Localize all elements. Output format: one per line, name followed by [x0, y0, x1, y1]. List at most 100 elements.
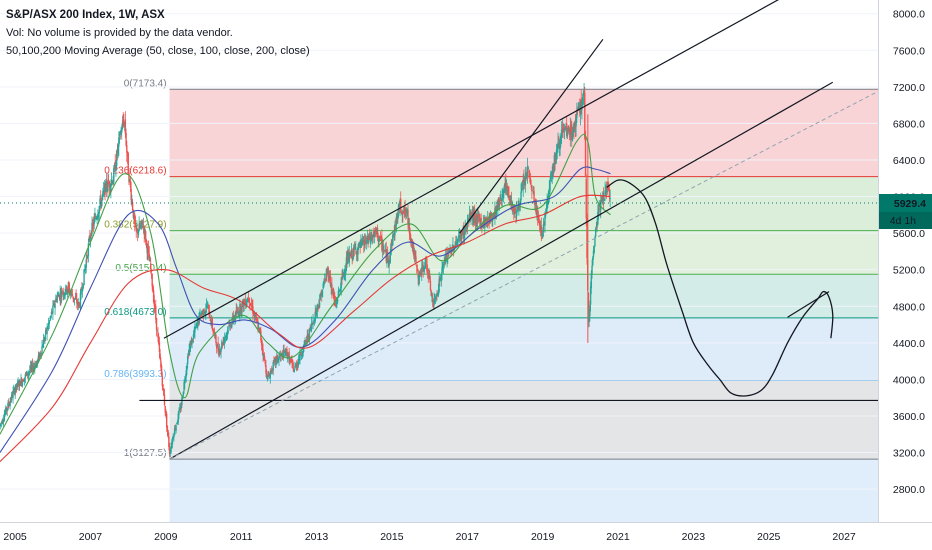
candle-body: [510, 200, 513, 206]
candle-body: [373, 234, 375, 237]
candle-body: [197, 318, 200, 323]
candle-body: [90, 232, 93, 237]
candle-body: [72, 296, 74, 299]
candle-body: [429, 280, 432, 291]
candle-body: [234, 311, 237, 321]
candle-body: [122, 120, 124, 123]
candle-body: [363, 240, 365, 245]
candle-body: [603, 198, 606, 201]
candle-body: [477, 213, 479, 218]
candle-body: [489, 212, 492, 216]
candle-body: [344, 272, 346, 274]
candle-body: [336, 301, 338, 302]
candle-body: [389, 255, 391, 262]
candle-body: [456, 239, 458, 245]
candle-body: [479, 214, 481, 222]
candle-body: [265, 365, 267, 374]
candle-body: [324, 278, 327, 281]
candle-body: [61, 292, 64, 295]
candle-body: [93, 218, 95, 225]
price-axis-bg: [878, 0, 932, 550]
candle-body: [434, 299, 436, 301]
candle-body: [160, 360, 162, 368]
candle-body: [605, 188, 607, 191]
candle-body: [8, 404, 11, 407]
candle-body: [314, 311, 316, 322]
trendline-drawings[interactable]: [139, 0, 879, 460]
candle-body: [73, 297, 75, 300]
volume-legend[interactable]: Vol: No volume is provided by the data v…: [6, 27, 233, 39]
candle-body: [301, 354, 303, 357]
candle-body: [355, 250, 358, 255]
fib-band: [169, 274, 879, 318]
candle-body: [144, 230, 146, 233]
candle-body: [163, 394, 166, 406]
last-price-label: 5929.4: [894, 198, 926, 210]
candle-body: [534, 202, 536, 205]
candle-body: [114, 161, 116, 171]
candle-body: [112, 181, 114, 185]
candle-body: [506, 185, 508, 195]
candle-body: [452, 246, 455, 251]
candle-body: [406, 211, 408, 213]
candle-body: [320, 293, 322, 295]
candle-body: [336, 299, 339, 302]
candle-body: [257, 324, 259, 331]
candle-body: [521, 189, 523, 191]
candle-body: [354, 248, 356, 250]
candle-body: [44, 330, 47, 335]
candle-body: [97, 215, 99, 218]
candle-body: [239, 304, 241, 315]
fibonacci-retracement[interactable]: 0(7173.4)0.236(6218.6)0.382(5627.9)0.5(5…: [104, 78, 879, 522]
candle-body: [455, 242, 458, 245]
moving-average-legend[interactable]: 50,100,200 Moving Average (50, close, 10…: [6, 45, 310, 57]
candle-body: [22, 379, 24, 382]
candle-body: [210, 320, 212, 325]
candle-body: [323, 279, 326, 284]
candle-body: [517, 208, 519, 209]
candle-body: [285, 349, 287, 351]
candle-body: [463, 228, 465, 238]
candle-body: [522, 181, 524, 190]
candle-body: [292, 367, 295, 372]
candle-body: [264, 360, 266, 364]
candle-body: [236, 310, 238, 314]
candle-body: [552, 163, 554, 174]
candle-body: [170, 446, 172, 453]
candle-body: [26, 371, 28, 376]
candle-body: [311, 323, 314, 325]
candle-body: [83, 269, 85, 286]
candle-body: [71, 291, 73, 293]
candle-body: [595, 226, 598, 228]
candle-body: [215, 344, 218, 349]
candle-body: [410, 239, 413, 242]
candle-body: [418, 275, 420, 280]
candle-body: [183, 382, 185, 391]
candle-body: [78, 302, 80, 305]
candle-body: [146, 242, 148, 253]
candle-body: [272, 362, 274, 371]
candle-body: [19, 381, 21, 386]
candle-body: [548, 188, 550, 194]
candle-body: [419, 272, 422, 276]
candle-body: [283, 349, 285, 353]
candle-body: [523, 178, 525, 181]
candle-body: [494, 208, 496, 220]
candle-body: [208, 304, 210, 309]
countdown-badge: [879, 212, 932, 230]
candle-body: [60, 290, 63, 297]
candle-body: [607, 181, 609, 190]
candle-body: [400, 198, 402, 212]
candle-body: [342, 272, 345, 277]
candle-body: [338, 290, 340, 292]
candle-body: [142, 225, 145, 227]
candle-body: [370, 235, 372, 243]
candle-body: [244, 302, 246, 303]
candle-body: [214, 334, 216, 336]
candle-body: [139, 224, 141, 228]
candle-body: [110, 183, 112, 191]
candle-body: [57, 295, 60, 297]
chart-title[interactable]: S&P/ASX 200 Index, 1W, ASX: [6, 9, 165, 21]
